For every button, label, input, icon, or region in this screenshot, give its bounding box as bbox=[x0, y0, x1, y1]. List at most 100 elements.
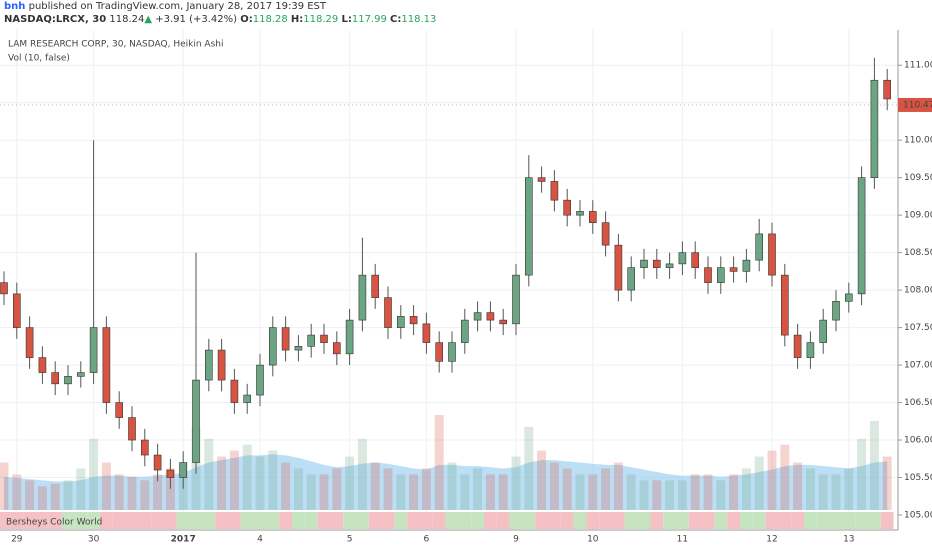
volume-bar bbox=[255, 456, 265, 510]
color-strip bbox=[765, 512, 779, 529]
volume-bar bbox=[127, 476, 137, 510]
volume-bar bbox=[741, 468, 751, 510]
volume-bar bbox=[114, 474, 124, 510]
color-strip bbox=[240, 512, 254, 529]
volume-bar bbox=[575, 474, 585, 510]
color-strip bbox=[484, 512, 497, 529]
volume-bar bbox=[639, 480, 649, 510]
volume-bar bbox=[370, 462, 380, 510]
l-label: L: bbox=[341, 14, 352, 25]
x-tick-label: 4 bbox=[257, 535, 263, 545]
y-tick-label: 106.50 bbox=[904, 398, 932, 408]
candle-body bbox=[166, 469, 175, 478]
color-strip bbox=[804, 512, 817, 529]
last-price-box bbox=[898, 97, 932, 112]
h-label: H: bbox=[290, 14, 304, 25]
color-strip bbox=[496, 512, 510, 529]
y-tick-label: 111.00 bbox=[904, 61, 932, 71]
color-strip bbox=[394, 512, 408, 529]
color-strip bbox=[816, 512, 830, 529]
color-strip bbox=[48, 512, 62, 529]
candle-body bbox=[448, 342, 456, 362]
color-strip bbox=[36, 512, 49, 529]
candle-body bbox=[243, 394, 251, 403]
color-strip bbox=[356, 512, 369, 529]
color-strip bbox=[138, 512, 152, 529]
volume-bar bbox=[549, 462, 559, 510]
color-strip bbox=[164, 512, 177, 529]
color-strip bbox=[279, 512, 292, 529]
candle-body bbox=[742, 259, 751, 272]
candle-body bbox=[652, 259, 661, 268]
candle-body bbox=[281, 327, 290, 351]
y-tick-label: 109.00 bbox=[904, 211, 932, 221]
volume-bar bbox=[37, 486, 47, 510]
candle-body bbox=[396, 316, 405, 328]
color-strip bbox=[228, 512, 241, 529]
color-strip bbox=[343, 512, 356, 529]
c: 118.13 bbox=[401, 14, 437, 25]
candle-body bbox=[614, 244, 623, 291]
candle-body bbox=[563, 199, 572, 216]
volume-bar bbox=[319, 474, 329, 510]
volume-bar bbox=[101, 462, 111, 510]
color-strip bbox=[855, 512, 868, 529]
volume-bar bbox=[652, 480, 662, 510]
x-tick-label: 29 bbox=[11, 535, 23, 545]
y-tick-label: 109.50 bbox=[904, 173, 932, 183]
x-tick-label: 2017 bbox=[171, 535, 196, 545]
candle-body bbox=[115, 402, 123, 418]
color-strip bbox=[701, 512, 715, 529]
color-strip bbox=[445, 512, 459, 529]
candle-body bbox=[384, 297, 392, 328]
candle-body bbox=[870, 79, 879, 178]
volume-bar bbox=[524, 426, 534, 510]
volume-bar bbox=[12, 474, 22, 510]
volume-bar bbox=[703, 474, 713, 510]
color-strip bbox=[61, 512, 75, 529]
volume-bar bbox=[729, 474, 739, 510]
candle-body bbox=[345, 319, 354, 355]
volume-bar bbox=[357, 438, 367, 510]
color-strip bbox=[87, 512, 100, 529]
color-strip bbox=[100, 512, 113, 529]
candle-body bbox=[665, 263, 674, 268]
color-strip bbox=[829, 512, 843, 529]
candle-body bbox=[179, 462, 187, 478]
color-strip bbox=[727, 512, 740, 529]
volume-bar bbox=[562, 468, 572, 510]
candle-body bbox=[13, 293, 21, 328]
candle-body bbox=[409, 316, 418, 325]
color-strip bbox=[599, 512, 612, 529]
c-label: C: bbox=[390, 14, 402, 25]
x-tick-label: 13 bbox=[843, 535, 854, 545]
color-strip bbox=[125, 512, 139, 529]
candle-body bbox=[192, 379, 200, 463]
volume-bar bbox=[383, 468, 393, 510]
volume-bar bbox=[345, 456, 355, 510]
candle-body bbox=[153, 454, 162, 471]
candle-body bbox=[691, 252, 700, 268]
color-strip bbox=[560, 512, 574, 529]
volume-bar bbox=[153, 474, 163, 510]
quote-line: NASDAQ:LRCX, 30 118.24▲ +3.91 (+3.42%) O… bbox=[0, 13, 932, 26]
last: 118.24 bbox=[109, 14, 145, 25]
color-strip bbox=[740, 512, 753, 529]
volume-bar bbox=[857, 438, 867, 510]
color-strip bbox=[176, 512, 190, 529]
candle-body bbox=[38, 357, 47, 373]
volume-bar bbox=[140, 480, 150, 510]
l: 117.99 bbox=[351, 14, 387, 25]
color-strip bbox=[266, 512, 280, 529]
change: +3.91 (+3.42%) bbox=[155, 14, 238, 25]
arrow: ▲ bbox=[144, 14, 153, 25]
user[interactable]: bnh bbox=[4, 1, 26, 12]
y-tick-label: 108.00 bbox=[904, 286, 932, 296]
volume-bar bbox=[869, 420, 879, 510]
chart-subtitle: Vol (10, false) bbox=[8, 54, 70, 64]
volume-bar bbox=[396, 474, 406, 510]
volume-bar bbox=[498, 474, 508, 510]
y-tick-label: 110.00 bbox=[904, 136, 932, 146]
candle-body bbox=[716, 267, 725, 283]
volume-bar bbox=[63, 480, 73, 510]
